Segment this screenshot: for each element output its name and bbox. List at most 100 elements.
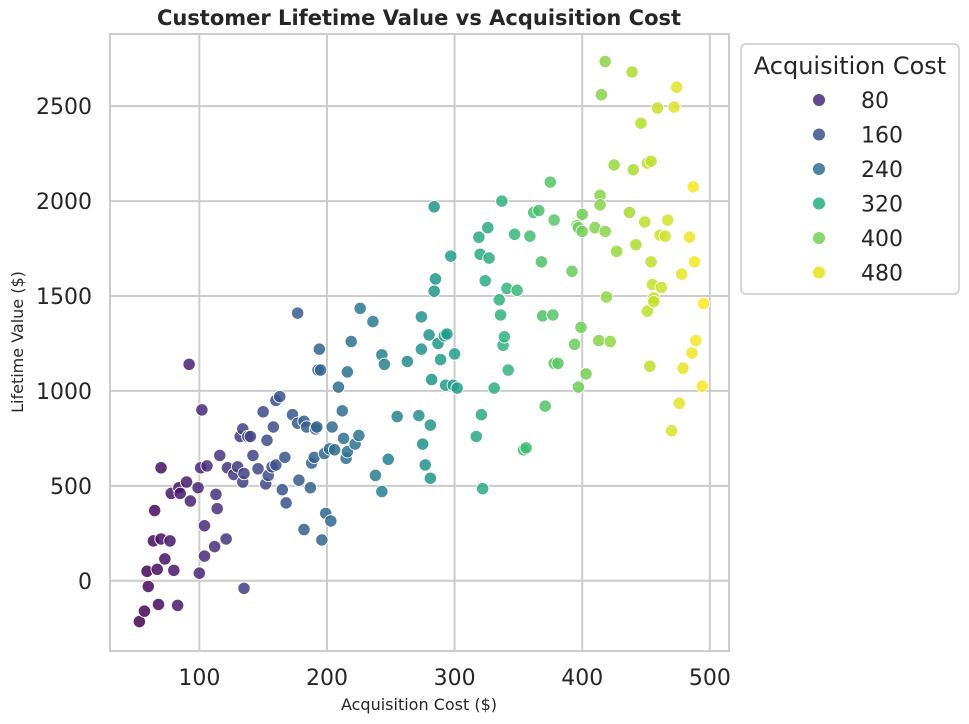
data-point: [424, 372, 439, 387]
data-point: [476, 482, 490, 496]
data-point: [661, 213, 675, 227]
data-point: [313, 363, 328, 377]
data-point: [510, 283, 524, 297]
data-point: [260, 433, 274, 447]
data-point: [469, 429, 483, 444]
data-point: [487, 381, 501, 395]
data-point: [567, 337, 582, 352]
data-point: [310, 420, 324, 434]
data-point: [209, 487, 223, 502]
data-point: [381, 452, 395, 466]
data-point: [450, 381, 464, 395]
data-points: [132, 54, 711, 629]
data-point: [622, 205, 637, 220]
data-point: [654, 280, 669, 295]
data-point: [210, 501, 224, 516]
data-point: [592, 333, 606, 348]
legend-label: 240: [861, 158, 903, 183]
data-point: [141, 579, 155, 594]
legend-title: Acquisition Cost: [754, 52, 946, 80]
data-point: [368, 468, 383, 483]
data-point: [150, 562, 164, 577]
x-tick-label: 200: [306, 666, 348, 691]
data-point: [219, 532, 233, 546]
x-tick-label: 300: [434, 666, 476, 691]
plot-area-frame: [109, 33, 730, 652]
data-point: [444, 249, 458, 263]
data-point: [481, 220, 495, 235]
data-point: [447, 347, 462, 361]
data-point: [598, 224, 612, 239]
legend-label: 400: [861, 227, 903, 252]
data-point: [676, 361, 690, 375]
legend-label: 80: [861, 89, 889, 114]
data-point: [607, 158, 621, 172]
data-point: [158, 552, 172, 566]
data-point: [151, 597, 166, 612]
legend-marker: [812, 93, 826, 107]
data-point: [167, 563, 181, 577]
data-point: [507, 227, 522, 241]
data-point: [266, 420, 281, 434]
data-point: [685, 346, 699, 360]
data-point: [682, 230, 697, 244]
data-point: [173, 486, 187, 501]
data-point: [689, 333, 703, 348]
y-tick-labels: 0 500 1000 1500 2000 2500: [36, 95, 92, 595]
x-tick-label: 100: [178, 666, 220, 691]
data-point: [331, 380, 346, 394]
data-point: [593, 198, 607, 212]
data-point: [482, 251, 496, 265]
x-tick-label: 400: [561, 666, 603, 691]
legend: Acquisition Cost 80 160 240 320 400 480: [740, 43, 960, 295]
data-point: [192, 566, 206, 580]
data-point: [279, 496, 293, 510]
data-point: [670, 80, 684, 94]
data-point: [315, 533, 329, 547]
data-point: [534, 255, 549, 269]
data-point: [303, 481, 318, 495]
data-point: [440, 327, 454, 341]
data-point: [163, 534, 177, 548]
data-point: [416, 437, 430, 451]
data-point: [644, 154, 658, 168]
data-point: [183, 494, 198, 508]
data-point: [200, 459, 214, 473]
data-point: [551, 356, 565, 371]
data-point: [658, 229, 672, 243]
y-tick-label: 0: [78, 570, 92, 595]
data-point: [148, 503, 162, 518]
data-point: [579, 367, 593, 381]
data-point: [154, 461, 168, 475]
data-point: [251, 462, 265, 476]
data-point: [478, 274, 492, 288]
data-point: [675, 267, 689, 281]
data-point: [634, 116, 648, 130]
data-point: [433, 352, 448, 367]
data-point: [297, 522, 311, 537]
data-point: [495, 194, 509, 208]
x-tick-label: 500: [689, 666, 731, 691]
grid-lines: [110, 34, 729, 651]
data-point: [571, 380, 586, 394]
data-point: [179, 475, 194, 489]
data-point: [474, 407, 489, 422]
data-point: [610, 244, 624, 259]
data-point: [353, 301, 367, 315]
data-point: [523, 229, 537, 243]
data-point: [638, 215, 652, 229]
data-point: [366, 314, 380, 329]
data-point: [278, 450, 292, 465]
data-point: [423, 471, 437, 485]
data-point: [532, 203, 546, 218]
data-point: [191, 481, 205, 495]
data-point: [547, 213, 561, 227]
y-tick-label: 2000: [36, 190, 92, 215]
y-tick-label: 1500: [36, 285, 92, 310]
data-point: [414, 310, 429, 324]
data-point: [428, 272, 443, 286]
data-point: [519, 441, 533, 455]
data-point: [574, 320, 588, 334]
data-point: [423, 418, 437, 432]
